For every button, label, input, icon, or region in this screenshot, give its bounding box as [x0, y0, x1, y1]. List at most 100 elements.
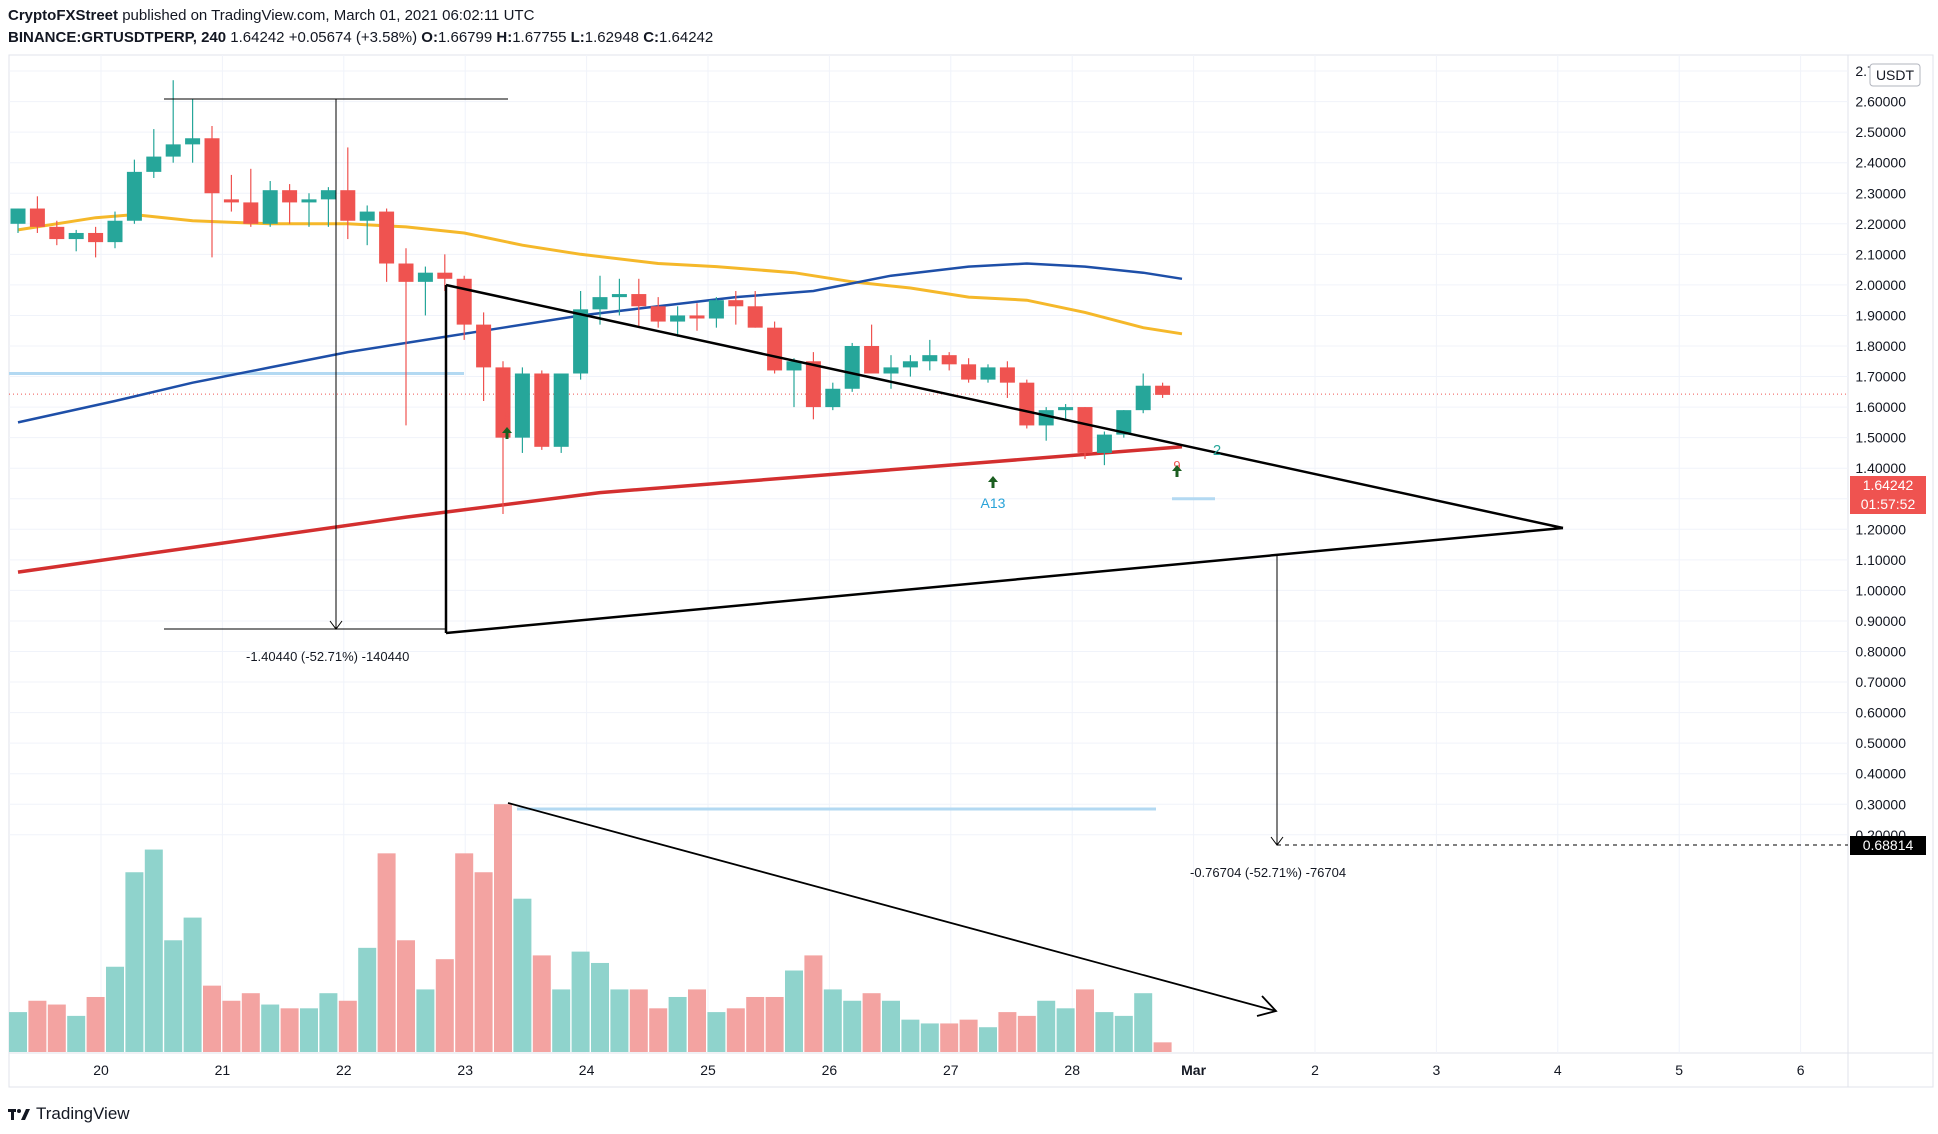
volume-bar	[804, 955, 823, 1052]
price-tick-label: 2.10000	[1855, 246, 1906, 262]
volume-bar	[998, 1012, 1017, 1052]
price-tick-label: 1.80000	[1855, 338, 1906, 354]
price-tick-label: 0.60000	[1855, 705, 1906, 721]
candlesticks	[10, 80, 1171, 515]
open-label: O:	[421, 29, 438, 46]
volume-bar	[513, 898, 532, 1052]
grid	[9, 55, 1848, 1053]
ma-red-line[interactable]	[17, 445, 1183, 574]
candle-body	[553, 373, 569, 447]
measure-bottom-label: -0.76704 (-52.71%) -76704	[1190, 865, 1346, 880]
tradingview-brand[interactable]: TradingView	[36, 1104, 130, 1123]
candle-body	[437, 272, 453, 279]
volume-arrow-head	[1256, 995, 1278, 1017]
volume-bar	[47, 1004, 66, 1052]
ma-yellow-line[interactable]	[17, 213, 1183, 336]
volume-bar	[765, 996, 784, 1052]
price-tick-label: 2.20000	[1855, 216, 1906, 232]
volume-bar	[959, 1019, 978, 1052]
candle-body	[1096, 434, 1112, 453]
time-tick-label: 6	[1797, 1062, 1805, 1078]
time-tick-label: 4	[1554, 1062, 1562, 1078]
candle-body	[767, 327, 783, 371]
time-tick-label: Mar	[1181, 1062, 1206, 1078]
high-value: 1.67755	[512, 29, 567, 46]
candle-body	[282, 190, 298, 203]
volume-bar	[125, 872, 144, 1052]
volume-bar	[183, 917, 202, 1052]
high-label: H:	[496, 29, 513, 46]
candle-body	[514, 373, 530, 438]
price-tick-label: 1.60000	[1855, 399, 1906, 415]
price-badges: 1.64242 01:57:52 0.68814	[1850, 476, 1926, 855]
volume-downtrend-line[interactable]	[507, 802, 1277, 1012]
currency-tag[interactable]	[1869, 63, 1921, 87]
candle-body	[534, 373, 550, 447]
symbol-name[interactable]: BINANCE:GRTUSDTPERP, 240	[8, 29, 227, 46]
target-price-badge[interactable]	[1850, 836, 1926, 855]
volume-bars	[9, 804, 1172, 1052]
trendline-drawings[interactable]	[164, 98, 1848, 1017]
a13-label: A13	[981, 495, 1006, 511]
candle-body	[204, 138, 220, 194]
published-text: published on TradingView.com, March 01, …	[122, 7, 535, 24]
volume-bar	[67, 1015, 86, 1052]
candle-body	[864, 346, 880, 374]
price-tick-label: 2.00000	[1855, 277, 1906, 293]
candle-body	[223, 199, 239, 203]
volume-bar	[86, 996, 105, 1052]
volume-bar	[203, 985, 221, 1052]
candle-body	[922, 355, 938, 362]
volume-bar	[901, 1019, 920, 1052]
price-tick-label: 0.70000	[1855, 674, 1906, 690]
volume-bar	[940, 1023, 959, 1052]
candle-body	[476, 324, 492, 368]
candle-body	[825, 388, 841, 408]
volume-bar	[726, 1008, 745, 1052]
candle-body	[1116, 410, 1132, 435]
low-value: 1.62948	[584, 29, 640, 46]
candle-body	[573, 309, 589, 374]
candle-body	[883, 367, 899, 374]
price-chart[interactable]: 2.700002.600002.500002.400002.300002.200…	[0, 0, 1938, 1100]
footer: TradingView	[8, 1102, 130, 1126]
volume-bar	[1153, 1042, 1172, 1052]
price-tick-label: 2.60000	[1855, 94, 1906, 110]
countdown-badge[interactable]	[1850, 495, 1926, 514]
time-tick-label: 24	[579, 1062, 595, 1078]
candle-body	[301, 199, 317, 203]
volume-bar	[144, 849, 163, 1052]
candle-body	[495, 367, 511, 438]
price-tick-label: 1.20000	[1855, 521, 1906, 537]
volume-bar	[668, 996, 687, 1052]
candle-body	[631, 294, 647, 307]
time-tick-label: 5	[1675, 1062, 1683, 1078]
time-tick-label: 22	[336, 1062, 352, 1078]
volume-bar	[28, 1000, 47, 1052]
triangle-lower-trendline[interactable]	[445, 526, 1564, 635]
volume-bar	[1134, 993, 1153, 1052]
candle-body	[941, 355, 957, 365]
candle-body	[185, 138, 201, 145]
last-price-badge[interactable]	[1850, 476, 1926, 495]
time-tick-label: 25	[700, 1062, 716, 1078]
volume-bar	[1095, 1012, 1114, 1052]
price-tick-label: 0.80000	[1855, 644, 1906, 660]
volume-bar	[1037, 1000, 1056, 1052]
time-tick-label: 26	[822, 1062, 838, 1078]
chart-border	[8, 54, 1934, 1088]
tradingview-logo-icon[interactable]	[8, 1107, 30, 1121]
triangle-upper-trendline[interactable]	[445, 283, 1564, 530]
volume-bar	[843, 1000, 862, 1052]
close-value: 1.64242	[659, 29, 714, 46]
publisher-name[interactable]: CryptoFXStreet	[8, 7, 119, 24]
candle-body	[456, 278, 472, 325]
target-price-badge-text: 0.68814	[1863, 837, 1914, 853]
volume-bar	[746, 996, 765, 1052]
volume-bar	[241, 993, 260, 1052]
volume-bar	[610, 989, 629, 1052]
candle-body	[1135, 385, 1151, 411]
measure-arrow-head	[329, 620, 343, 630]
volume-bar	[397, 940, 415, 1052]
volume-bar	[688, 989, 706, 1052]
